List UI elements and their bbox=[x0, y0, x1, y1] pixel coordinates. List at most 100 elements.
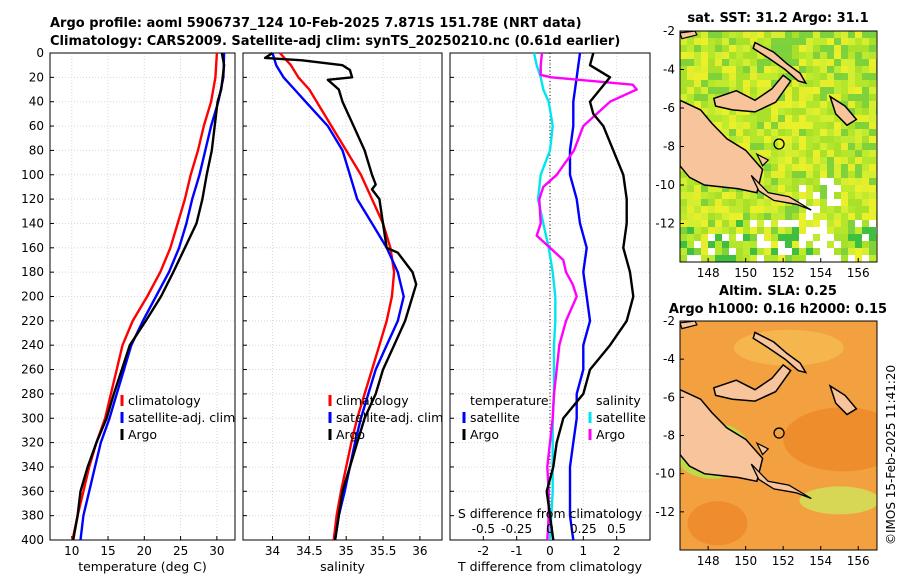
sst-cell bbox=[841, 213, 848, 220]
sst-cell bbox=[729, 136, 736, 143]
sst-cell bbox=[715, 213, 722, 220]
sst-cell bbox=[848, 178, 855, 185]
sst-cell bbox=[736, 136, 743, 143]
sst-cell bbox=[701, 101, 708, 108]
sst-cell bbox=[827, 66, 834, 73]
sst-cell bbox=[827, 31, 834, 38]
legend-salinity-argo: Argo bbox=[596, 427, 625, 442]
sst-cell bbox=[687, 87, 694, 94]
sst-cell bbox=[687, 59, 694, 66]
sst-cell bbox=[743, 255, 750, 262]
sst-cell bbox=[701, 206, 708, 213]
sst-cell bbox=[792, 248, 799, 255]
sst-cell bbox=[694, 255, 701, 262]
sst-map-title: sat. SST: 31.2 Argo: 31.1 bbox=[687, 11, 868, 26]
sst-cell bbox=[806, 73, 813, 80]
sst-cell bbox=[757, 108, 764, 115]
sst-cell bbox=[715, 199, 722, 206]
sst-cell bbox=[869, 248, 876, 255]
sst-cell bbox=[736, 192, 743, 199]
sst-cell bbox=[771, 241, 778, 248]
sst-cell bbox=[757, 192, 764, 199]
sst-cell bbox=[750, 206, 757, 213]
sst-cell bbox=[757, 143, 764, 150]
sst-cell bbox=[841, 80, 848, 87]
sst-cell bbox=[799, 87, 806, 94]
sst-cell bbox=[729, 199, 736, 206]
sst-cell bbox=[841, 248, 848, 255]
sst-cell bbox=[827, 241, 834, 248]
sst-cell bbox=[736, 73, 743, 80]
sst-cell bbox=[848, 52, 855, 59]
sst-cell bbox=[722, 192, 729, 199]
sst-cell bbox=[771, 157, 778, 164]
sst-cell bbox=[855, 45, 862, 52]
satellite-clim-line bbox=[271, 52, 405, 541]
sst-cell bbox=[848, 150, 855, 157]
sst-cell bbox=[778, 199, 785, 206]
sst-cell bbox=[764, 227, 771, 234]
sst-cell bbox=[722, 122, 729, 129]
sst-cell bbox=[806, 136, 813, 143]
sst-cell bbox=[722, 108, 729, 115]
sst-cell bbox=[715, 38, 722, 45]
sst-cell bbox=[785, 185, 792, 192]
sst-cell bbox=[736, 45, 743, 52]
sst-cell bbox=[820, 157, 827, 164]
sst-cell bbox=[729, 52, 736, 59]
sst-cell bbox=[701, 248, 708, 255]
sst-cell bbox=[841, 87, 848, 94]
sst-cell bbox=[680, 199, 687, 206]
sst-cell bbox=[862, 206, 869, 213]
y-tick-label: 100 bbox=[21, 168, 44, 182]
sst-cell bbox=[701, 31, 708, 38]
sst-cell bbox=[820, 59, 827, 66]
sst-cell bbox=[820, 94, 827, 101]
sst-cell bbox=[813, 178, 820, 185]
sst-cell bbox=[869, 164, 876, 171]
sst-cell bbox=[771, 220, 778, 227]
map-y-tick-label: -10 bbox=[655, 178, 675, 192]
sst-cell bbox=[736, 87, 743, 94]
sst-cell bbox=[806, 115, 813, 122]
map-x-tick-label: 152 bbox=[772, 554, 795, 568]
sst-cell bbox=[750, 38, 757, 45]
sst-cell bbox=[701, 220, 708, 227]
sst-cell bbox=[834, 234, 841, 241]
y-tick-label: 40 bbox=[29, 95, 44, 109]
sst-cell bbox=[792, 143, 799, 150]
sst-cell bbox=[680, 80, 687, 87]
sst-cell bbox=[813, 108, 820, 115]
sst-cell bbox=[750, 87, 757, 94]
sst-cell bbox=[834, 87, 841, 94]
sst-cell bbox=[715, 73, 722, 80]
sst-cell bbox=[855, 150, 862, 157]
sst-cell bbox=[785, 213, 792, 220]
sst-cell bbox=[813, 171, 820, 178]
argo-float-marker bbox=[773, 138, 785, 150]
sst-cell bbox=[869, 206, 876, 213]
sst-cell bbox=[848, 129, 855, 136]
sst-cell bbox=[736, 199, 743, 206]
sst-cell bbox=[855, 122, 862, 129]
map-y-tick-label: -4 bbox=[663, 352, 675, 366]
sst-cell bbox=[848, 143, 855, 150]
figure-title-line1: Argo profile: aoml 5906737_124 10-Feb-20… bbox=[50, 16, 582, 31]
sst-cell bbox=[834, 206, 841, 213]
sst-cell bbox=[841, 164, 848, 171]
sst-cell bbox=[820, 38, 827, 45]
map-y-tick-label: -8 bbox=[663, 429, 675, 443]
sst-cell bbox=[806, 129, 813, 136]
sst-cell bbox=[855, 192, 862, 199]
sst-cell bbox=[785, 59, 792, 66]
sst-cell bbox=[799, 129, 806, 136]
sst-cell bbox=[764, 31, 771, 38]
sst-cell bbox=[743, 234, 750, 241]
sst-cell bbox=[715, 52, 722, 59]
sst-cell bbox=[722, 206, 729, 213]
sst-cell bbox=[869, 129, 876, 136]
sst-cell bbox=[785, 227, 792, 234]
sst-cell bbox=[771, 115, 778, 122]
sst-cell bbox=[729, 255, 736, 262]
y-tick-label: 380 bbox=[21, 509, 44, 523]
